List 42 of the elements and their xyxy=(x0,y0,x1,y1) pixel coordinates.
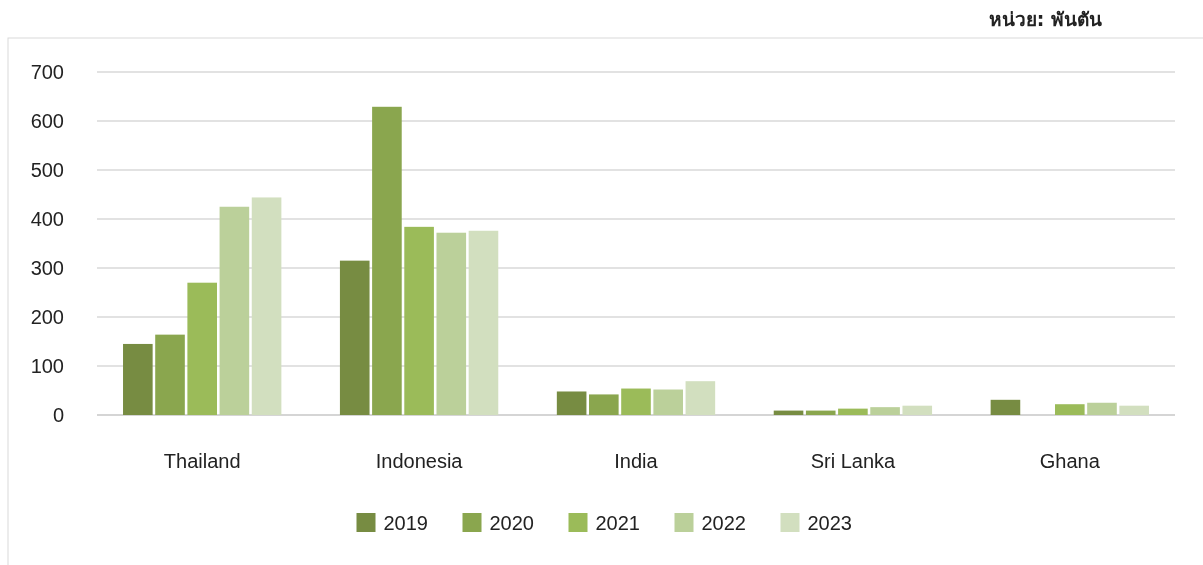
bar xyxy=(1087,402,1117,415)
y-tick-label: 500 xyxy=(30,159,64,181)
bar xyxy=(436,232,467,415)
y-tick-label: 700 xyxy=(30,61,64,83)
bar xyxy=(372,106,402,415)
bar xyxy=(621,388,651,415)
y-tick-label: 400 xyxy=(30,208,64,230)
x-tick-label: Indonesia xyxy=(375,450,464,472)
legend-label: 2023 xyxy=(807,512,852,534)
x-tick-label: Ghana xyxy=(1039,450,1101,472)
bar xyxy=(1055,404,1085,415)
bar xyxy=(653,389,683,415)
y-tick-label: 200 xyxy=(30,306,64,328)
legend-label: 2019 xyxy=(383,512,428,534)
bar xyxy=(990,399,1021,415)
legend-label: 2021 xyxy=(595,512,640,534)
bar xyxy=(155,334,185,415)
bar xyxy=(187,282,217,415)
bar xyxy=(556,391,587,415)
bar xyxy=(589,394,619,415)
bar xyxy=(251,197,282,415)
legend-label: 2020 xyxy=(489,512,534,534)
y-tick-label: 600 xyxy=(30,110,64,132)
bar xyxy=(404,226,434,415)
x-tick-label: Sri Lanka xyxy=(810,450,897,472)
bar xyxy=(1119,405,1149,415)
y-tick-label: 100 xyxy=(30,355,64,377)
bar xyxy=(339,260,370,415)
legend-label: 2022 xyxy=(701,512,746,534)
bar xyxy=(838,408,868,415)
text: หน่วย: พันตัน xyxy=(988,8,1102,30)
bar xyxy=(805,410,836,415)
y-tick-label: 300 xyxy=(30,257,64,279)
bar xyxy=(685,381,716,415)
x-tick-label: Thailand xyxy=(163,450,241,472)
bar xyxy=(219,206,250,415)
bar xyxy=(870,407,900,415)
bar xyxy=(902,405,933,415)
bar xyxy=(123,343,153,415)
bar xyxy=(468,230,499,415)
x-tick-label: India xyxy=(614,450,659,472)
y-tick-label: 0 xyxy=(52,404,64,426)
